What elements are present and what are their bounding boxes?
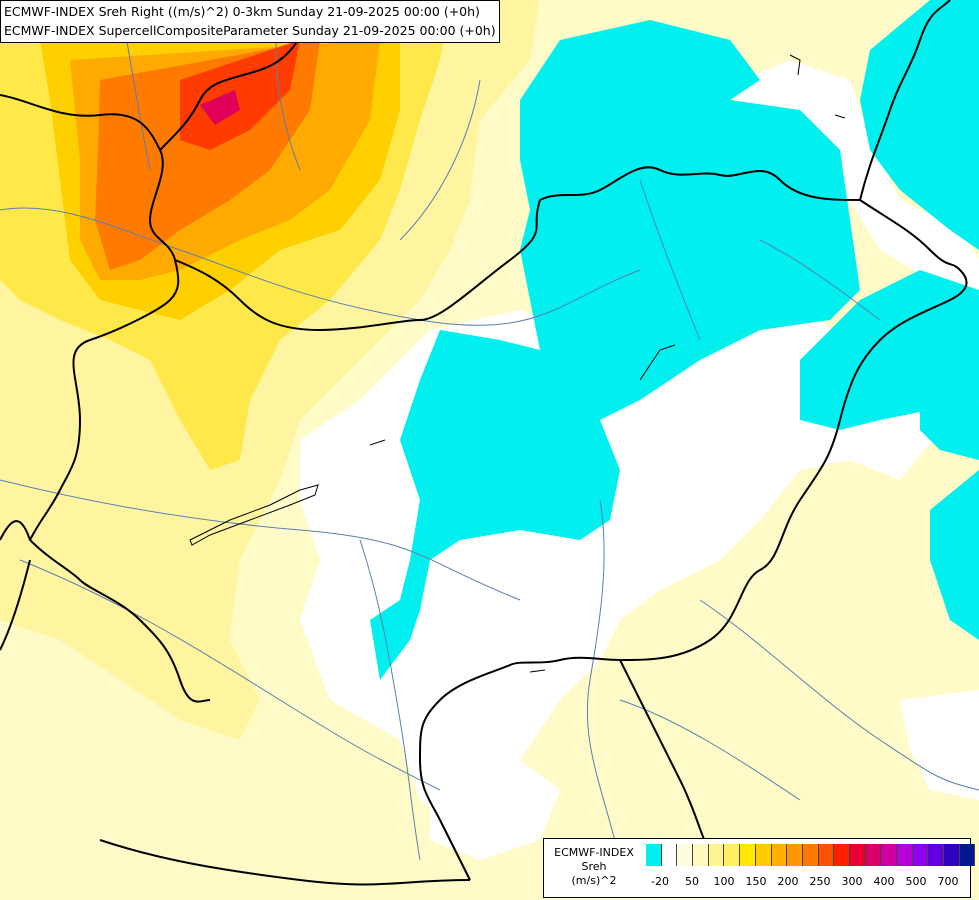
- legend-label-line-2: Sreh: [581, 860, 607, 873]
- legend-swatches: [646, 844, 976, 866]
- legend-tick-label: 300: [841, 875, 863, 888]
- legend-tick-label: 400: [873, 875, 895, 888]
- legend-swatch: [944, 844, 960, 866]
- legend-swatch: [771, 844, 788, 866]
- field-red: [180, 40, 300, 150]
- legend-swatch: [897, 844, 913, 866]
- legend-swatch: [677, 844, 694, 866]
- legend-swatch: [802, 844, 819, 866]
- field-cyan-ne: [860, 0, 979, 250]
- legend-swatch: [755, 844, 772, 866]
- field-cyan-main: [370, 20, 860, 680]
- legend-swatch: [646, 844, 662, 866]
- legend-swatch: [959, 844, 976, 866]
- title-line-1: ECMWF-INDEX Sreh Right ((m/s)^2) 0-3km S…: [4, 4, 480, 19]
- legend-label-line-1: ECMWF-INDEX: [554, 846, 634, 859]
- legend-tick-label: 50: [685, 875, 699, 888]
- legend-swatch: [834, 844, 850, 866]
- legend-label-line-3: (m/s)^2: [571, 874, 617, 887]
- legend-swatch: [912, 844, 929, 866]
- legend-tick-label: 100: [713, 875, 735, 888]
- legend-swatch: [787, 844, 803, 866]
- legend-swatch: [818, 844, 835, 866]
- minor-borders: [369, 54, 846, 673]
- legend-tick-label: 150: [745, 875, 767, 888]
- field-white-south: [430, 760, 560, 860]
- legend-swatch: [849, 844, 866, 866]
- field-cyan-se: [930, 470, 979, 640]
- legend-tick-label: 700: [937, 875, 959, 888]
- legend-tick-label: 250: [809, 875, 831, 888]
- legend-swatch: [865, 844, 882, 866]
- legend-tick-label: 500: [905, 875, 927, 888]
- legend-tick-label: 200: [777, 875, 799, 888]
- legend-swatch: [881, 844, 897, 866]
- field-white-east: [900, 690, 979, 800]
- map-title: ECMWF-INDEX Sreh Right ((m/s)^2) 0-3km S…: [0, 0, 500, 43]
- legend-swatch: [708, 844, 725, 866]
- field-cyan-e: [800, 270, 979, 430]
- legend-swatch: [693, 844, 709, 866]
- title-line-2: ECMWF-INDEX SupercellCompositeParameter …: [4, 23, 496, 38]
- lake-balaton: [189, 484, 319, 546]
- legend-ticks: -20 50 100 150 200 250 300 400 500 700: [646, 875, 966, 889]
- legend-swatch: [724, 844, 741, 866]
- legend-swatch: [928, 844, 945, 866]
- legend-swatch: [740, 844, 756, 866]
- legend-tick-label: -20: [651, 875, 669, 888]
- legend-swatch: [661, 844, 678, 866]
- field-magenta: [200, 90, 240, 125]
- rivers: [0, 0, 979, 861]
- color-legend: ECMWF-INDEX Sreh (m/s)^2 -20 50 100 150 200 2…: [543, 838, 976, 898]
- legend-label: ECMWF-INDEX Sreh (m/s)^2: [548, 846, 640, 888]
- field-cyan-e2: [920, 400, 979, 460]
